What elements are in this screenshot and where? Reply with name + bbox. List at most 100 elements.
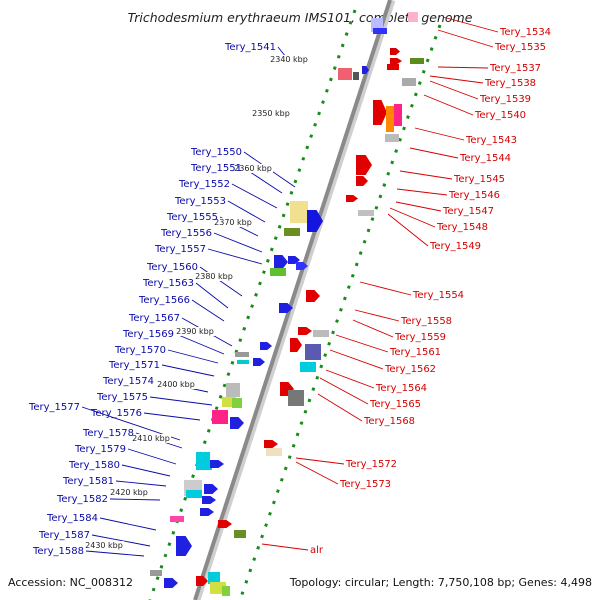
gene-arrow	[356, 155, 372, 175]
gene-label-right: Tery_1559	[394, 332, 446, 343]
gene-label-right: Tery_1549	[429, 241, 481, 252]
gene-label-right: Tery_1554	[412, 290, 464, 301]
gene-label-left: Tery_1588	[32, 546, 84, 557]
label-leader-lines	[81, 16, 499, 557]
gene-features	[150, 12, 424, 596]
leader-line-right	[359, 281, 412, 296]
leader-line-left	[191, 299, 225, 322]
gene-feature	[386, 106, 394, 132]
leader-line-left	[175, 333, 225, 355]
gene-arrow	[346, 195, 358, 202]
gene-arrow	[298, 327, 312, 335]
gene-label-left: Tery_1550	[190, 147, 242, 158]
leader-line-left	[143, 412, 201, 421]
scale-label-bg	[213, 218, 253, 227]
gene-label-right: Tery_1543	[465, 135, 517, 146]
gene-feature	[222, 397, 236, 407]
leader-line-left	[227, 200, 266, 223]
scale-label-bg	[194, 272, 234, 281]
scale-label: 2390 kbp	[176, 327, 214, 336]
gene-label-left: Tery_1552	[178, 179, 230, 190]
leader-line-left	[85, 550, 145, 557]
gene-label-left: Tery_1555	[166, 212, 218, 223]
leader-line-right	[437, 29, 494, 48]
gene-label-left: Tery_1556	[160, 228, 212, 239]
accession-text: Accession: NC_008312	[8, 576, 133, 589]
gene-arrow	[202, 496, 216, 504]
gene-feature	[237, 360, 249, 364]
gene-feature	[402, 78, 416, 86]
gene-label-right: Tery_1547	[442, 206, 494, 217]
gene-feature	[234, 530, 246, 538]
gene-label-left: Tery_1541	[224, 42, 276, 53]
gene-arrow	[210, 460, 224, 468]
gene-label-left: Tery_1566	[138, 295, 190, 306]
gene-arrow	[204, 484, 218, 494]
leader-line-right	[409, 147, 459, 159]
scale-label: 2420 kbp	[110, 488, 148, 497]
gene-label-right: Tery_1564	[375, 383, 427, 394]
scale-label: 2380 kbp	[195, 272, 233, 281]
gene-arrow	[356, 176, 368, 186]
leader-line-left	[121, 464, 171, 477]
leader-line-right	[396, 188, 448, 196]
gene-arrow	[362, 66, 369, 74]
gene-label-left: Tery_1551	[190, 163, 242, 174]
scale-label: 2370 kbp	[214, 218, 252, 227]
leader-line-right	[261, 543, 309, 551]
gene-label-right: Tery_1572	[345, 459, 397, 470]
leader-line-left	[231, 183, 278, 209]
leader-line-left	[109, 498, 161, 501]
genome-backbone	[193, 0, 392, 600]
gene-feature	[387, 64, 399, 70]
gene-label-right: Tery_1568	[363, 416, 415, 427]
gene-feature	[358, 210, 374, 216]
gene-label-right: Tery_1535	[494, 42, 546, 53]
gene-label-right: Tery_1565	[369, 399, 421, 410]
gene-label-left: Tery_1576	[90, 408, 142, 419]
scale-label-bg	[269, 55, 309, 64]
leader-line-right	[335, 334, 389, 353]
gene-arrow	[307, 210, 323, 232]
leader-line-right	[295, 461, 339, 485]
scale-label: 2410 kbp	[132, 434, 170, 443]
left-gene-labels: Tery_1541 Tery_1550 Tery_1551 Tery_1552 Tery…	[28, 42, 276, 557]
gene-label-right: Tery_1539	[479, 94, 531, 105]
leader-line-right	[319, 377, 369, 405]
gene-label-right: Tery_1544	[459, 153, 511, 164]
scale-label: 2350 kbp	[252, 109, 290, 118]
leader-line-left	[207, 248, 263, 265]
gene-feature	[232, 398, 242, 408]
gene-feature	[313, 330, 329, 337]
gene-label-left: Tery_1574	[102, 376, 154, 387]
gene-label-right: Tery_1546	[448, 190, 500, 201]
gene-feature	[394, 104, 402, 126]
leader-line-left	[195, 282, 229, 309]
gene-label-left: Tery_1577	[28, 402, 80, 413]
leader-line-right	[352, 319, 394, 338]
leader-line-left	[199, 266, 243, 297]
gene-label-left: Tery_1587	[38, 530, 90, 541]
leader-line-right	[317, 393, 363, 422]
leader-line-left	[213, 232, 263, 253]
gene-label-right: Tery_1561	[389, 347, 441, 358]
leader-line-left	[161, 364, 215, 377]
gene-feature	[170, 516, 184, 522]
leader-line-right	[442, 16, 499, 33]
gene-label-left: Tery_1584	[46, 513, 98, 524]
gene-label-right: Tery_1573	[339, 479, 391, 490]
gene-label-left: Tery_1578	[82, 428, 134, 439]
gene-feature	[290, 201, 308, 223]
gene-feature	[288, 390, 304, 406]
gene-label-left: Tery_1560	[146, 262, 198, 273]
gene-label-left: Tery_1563	[142, 278, 194, 289]
gene-arrow	[279, 303, 293, 313]
gene-feature	[353, 72, 359, 80]
gene-feature	[150, 570, 162, 576]
gene-label-right: Tery_1538	[484, 78, 536, 89]
gene-label-left: Tery_1579	[74, 444, 126, 455]
gene-feature	[338, 68, 352, 80]
gene-arrow	[373, 100, 387, 125]
scale-label-bg	[84, 541, 124, 550]
